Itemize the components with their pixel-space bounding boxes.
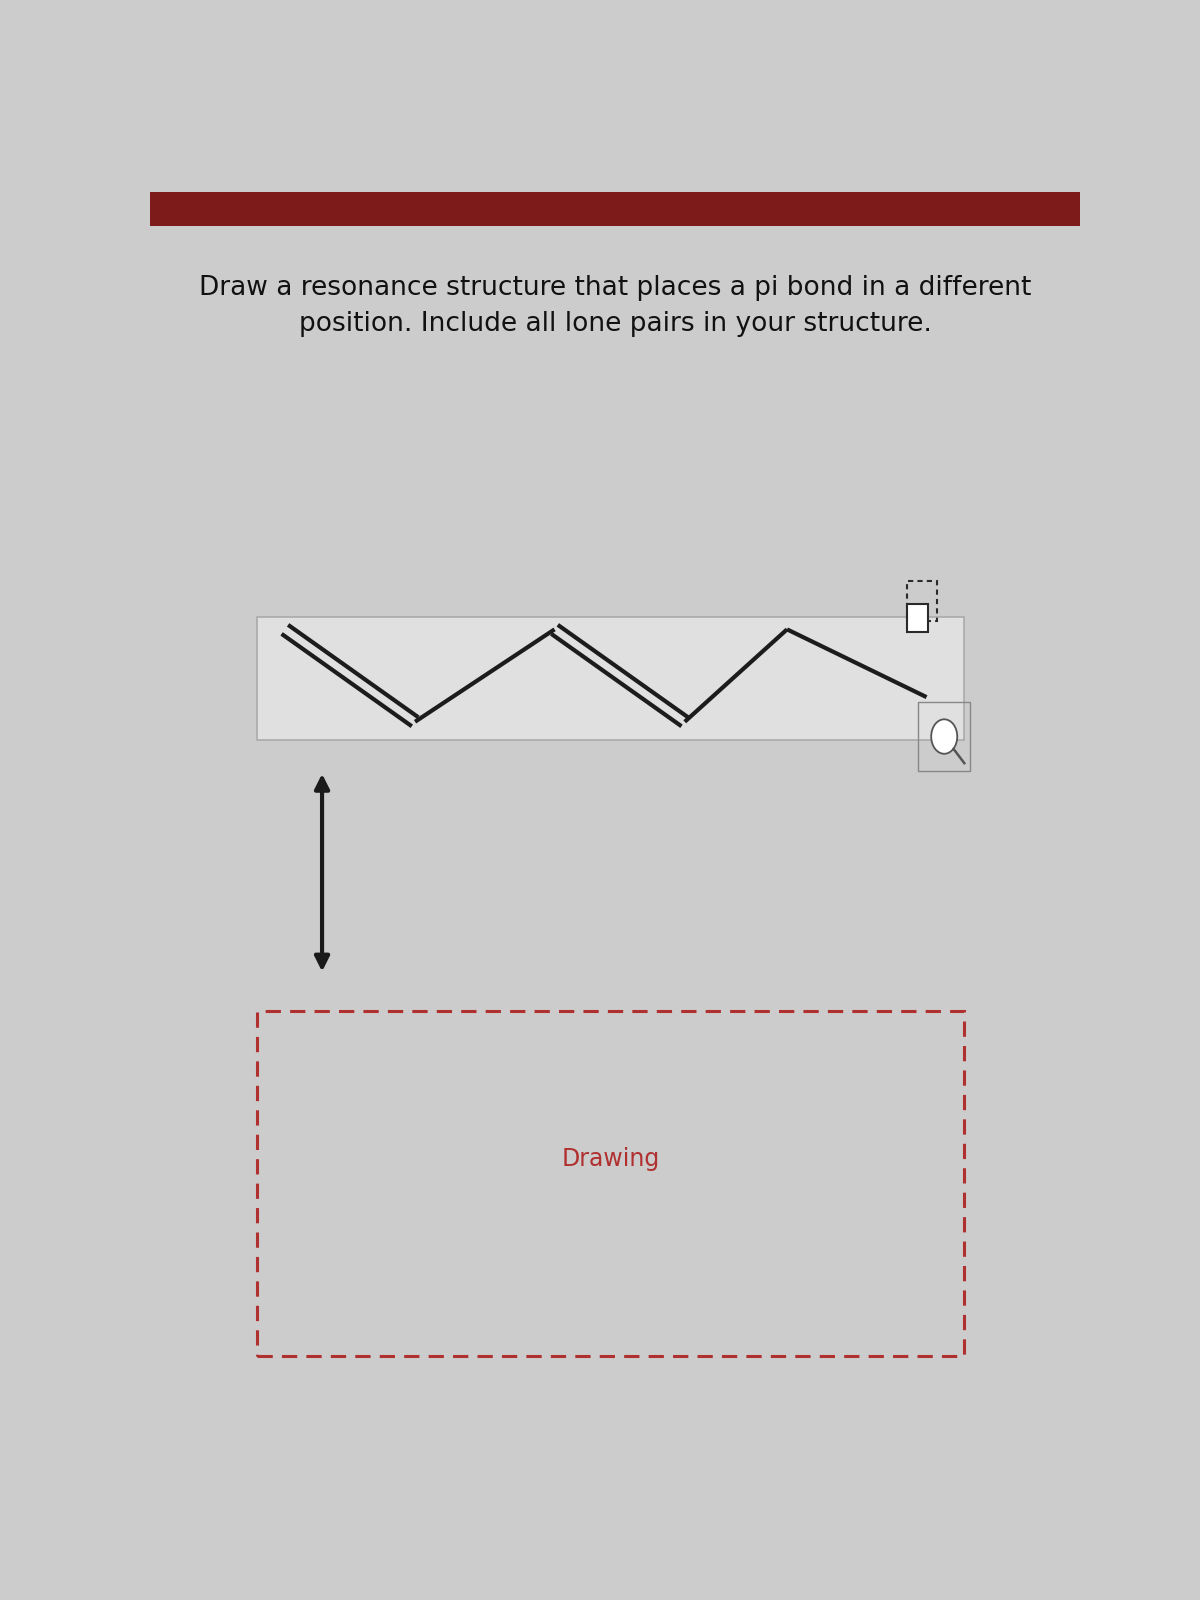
Circle shape xyxy=(931,720,958,754)
Bar xyxy=(257,618,964,741)
Text: Drawing: Drawing xyxy=(562,1147,660,1171)
Text: position. Include all lone pairs in your structure.: position. Include all lone pairs in your… xyxy=(299,310,931,338)
Bar xyxy=(150,192,1080,227)
Text: Draw a resonance structure that places a pi bond in a different: Draw a resonance structure that places a… xyxy=(199,275,1031,301)
Bar xyxy=(257,1011,964,1357)
Bar xyxy=(907,603,928,632)
Bar xyxy=(918,702,971,771)
Bar xyxy=(906,581,937,621)
